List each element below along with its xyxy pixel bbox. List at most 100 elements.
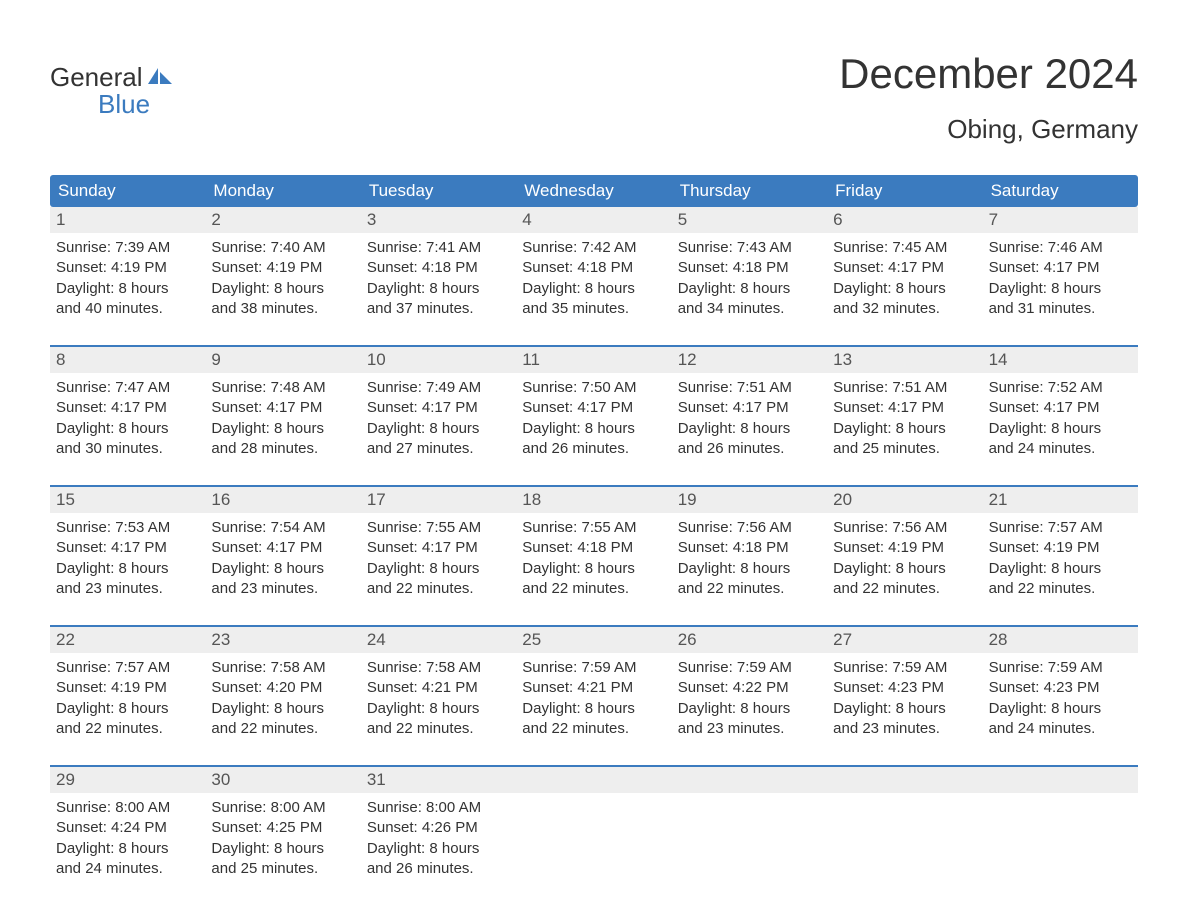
daylight-line2: and 22 minutes.	[522, 579, 665, 599]
day-number: 23	[205, 627, 360, 653]
sunset-line: Sunset: 4:17 PM	[367, 538, 510, 558]
day-cell: 26Sunrise: 7:59 AMSunset: 4:22 PMDayligh…	[672, 627, 827, 743]
day-number: 4	[516, 207, 671, 233]
day-cell: 27Sunrise: 7:59 AMSunset: 4:23 PMDayligh…	[827, 627, 982, 743]
day-cell: 4Sunrise: 7:42 AMSunset: 4:18 PMDaylight…	[516, 207, 671, 323]
week-row: 8Sunrise: 7:47 AMSunset: 4:17 PMDaylight…	[50, 345, 1138, 463]
day-number: 26	[672, 627, 827, 653]
sunset-line: Sunset: 4:17 PM	[833, 398, 976, 418]
day-info: Sunrise: 7:43 AMSunset: 4:18 PMDaylight:…	[672, 233, 827, 319]
day-cell: 9Sunrise: 7:48 AMSunset: 4:17 PMDaylight…	[205, 347, 360, 463]
day-number: 30	[205, 767, 360, 793]
sunset-line: Sunset: 4:17 PM	[367, 398, 510, 418]
day-info: Sunrise: 7:39 AMSunset: 4:19 PMDaylight:…	[50, 233, 205, 319]
daylight-line2: and 24 minutes.	[989, 719, 1132, 739]
week-row: 1Sunrise: 7:39 AMSunset: 4:19 PMDaylight…	[50, 207, 1138, 323]
day-number: 20	[827, 487, 982, 513]
day-cell: 2Sunrise: 7:40 AMSunset: 4:19 PMDaylight…	[205, 207, 360, 323]
daylight-line1: Daylight: 8 hours	[367, 699, 510, 719]
day-number: 10	[361, 347, 516, 373]
day-info: Sunrise: 7:45 AMSunset: 4:17 PMDaylight:…	[827, 233, 982, 319]
daylight-line1: Daylight: 8 hours	[989, 279, 1132, 299]
day-info: Sunrise: 7:47 AMSunset: 4:17 PMDaylight:…	[50, 373, 205, 459]
sunrise-line: Sunrise: 7:46 AM	[989, 238, 1132, 258]
day-cell	[827, 767, 982, 883]
sunrise-line: Sunrise: 7:39 AM	[56, 238, 199, 258]
day-number: 1	[50, 207, 205, 233]
sunrise-line: Sunrise: 7:42 AM	[522, 238, 665, 258]
day-number: 15	[50, 487, 205, 513]
day-number: 28	[983, 627, 1138, 653]
day-number: 3	[361, 207, 516, 233]
day-cell: 7Sunrise: 7:46 AMSunset: 4:17 PMDaylight…	[983, 207, 1138, 323]
sunrise-line: Sunrise: 8:00 AM	[211, 798, 354, 818]
day-cell: 10Sunrise: 7:49 AMSunset: 4:17 PMDayligh…	[361, 347, 516, 463]
day-info: Sunrise: 7:59 AMSunset: 4:22 PMDaylight:…	[672, 653, 827, 739]
daylight-line1: Daylight: 8 hours	[56, 699, 199, 719]
day-number: 21	[983, 487, 1138, 513]
daylight-line1: Daylight: 8 hours	[833, 279, 976, 299]
daylight-line2: and 24 minutes.	[989, 439, 1132, 459]
daylight-line1: Daylight: 8 hours	[211, 839, 354, 859]
daylight-line2: and 23 minutes.	[678, 719, 821, 739]
sunrise-line: Sunrise: 7:47 AM	[56, 378, 199, 398]
day-header-sun: Sunday	[50, 175, 205, 207]
day-number: 25	[516, 627, 671, 653]
daylight-line2: and 22 minutes.	[678, 579, 821, 599]
week-row: 22Sunrise: 7:57 AMSunset: 4:19 PMDayligh…	[50, 625, 1138, 743]
sunrise-line: Sunrise: 7:59 AM	[522, 658, 665, 678]
day-header-sat: Saturday	[983, 175, 1138, 207]
daylight-line1: Daylight: 8 hours	[211, 699, 354, 719]
day-cell: 17Sunrise: 7:55 AMSunset: 4:17 PMDayligh…	[361, 487, 516, 603]
day-number: 8	[50, 347, 205, 373]
sunset-line: Sunset: 4:17 PM	[56, 398, 199, 418]
daylight-line1: Daylight: 8 hours	[833, 419, 976, 439]
sunset-line: Sunset: 4:18 PM	[678, 538, 821, 558]
logo: General Blue	[50, 50, 174, 120]
day-header-mon: Monday	[205, 175, 360, 207]
daylight-line2: and 23 minutes.	[211, 579, 354, 599]
day-cell: 12Sunrise: 7:51 AMSunset: 4:17 PMDayligh…	[672, 347, 827, 463]
day-info: Sunrise: 8:00 AMSunset: 4:26 PMDaylight:…	[361, 793, 516, 879]
sunrise-line: Sunrise: 8:00 AM	[367, 798, 510, 818]
day-info: Sunrise: 8:00 AMSunset: 4:25 PMDaylight:…	[205, 793, 360, 879]
sunrise-line: Sunrise: 7:45 AM	[833, 238, 976, 258]
day-cell	[672, 767, 827, 883]
sunrise-line: Sunrise: 7:51 AM	[678, 378, 821, 398]
daylight-line1: Daylight: 8 hours	[367, 559, 510, 579]
day-info: Sunrise: 7:42 AMSunset: 4:18 PMDaylight:…	[516, 233, 671, 319]
day-number: 7	[983, 207, 1138, 233]
day-headers: Sunday Monday Tuesday Wednesday Thursday…	[50, 175, 1138, 207]
daylight-line1: Daylight: 8 hours	[367, 419, 510, 439]
daylight-line1: Daylight: 8 hours	[56, 559, 199, 579]
day-number: 2	[205, 207, 360, 233]
calendar: Sunday Monday Tuesday Wednesday Thursday…	[50, 175, 1138, 883]
day-cell: 5Sunrise: 7:43 AMSunset: 4:18 PMDaylight…	[672, 207, 827, 323]
day-cell: 20Sunrise: 7:56 AMSunset: 4:19 PMDayligh…	[827, 487, 982, 603]
day-info: Sunrise: 7:54 AMSunset: 4:17 PMDaylight:…	[205, 513, 360, 599]
sunset-line: Sunset: 4:21 PM	[522, 678, 665, 698]
sunrise-line: Sunrise: 7:54 AM	[211, 518, 354, 538]
daylight-line1: Daylight: 8 hours	[678, 279, 821, 299]
day-number: 17	[361, 487, 516, 513]
daylight-line2: and 34 minutes.	[678, 299, 821, 319]
day-info: Sunrise: 7:57 AMSunset: 4:19 PMDaylight:…	[983, 513, 1138, 599]
sunset-line: Sunset: 4:20 PM	[211, 678, 354, 698]
day-cell: 3Sunrise: 7:41 AMSunset: 4:18 PMDaylight…	[361, 207, 516, 323]
day-info: Sunrise: 7:59 AMSunset: 4:23 PMDaylight:…	[827, 653, 982, 739]
day-info: Sunrise: 7:59 AMSunset: 4:23 PMDaylight:…	[983, 653, 1138, 739]
sunset-line: Sunset: 4:23 PM	[833, 678, 976, 698]
daylight-line1: Daylight: 8 hours	[989, 699, 1132, 719]
day-cell: 13Sunrise: 7:51 AMSunset: 4:17 PMDayligh…	[827, 347, 982, 463]
daylight-line2: and 25 minutes.	[211, 859, 354, 879]
day-info: Sunrise: 7:40 AMSunset: 4:19 PMDaylight:…	[205, 233, 360, 319]
day-number: 27	[827, 627, 982, 653]
daylight-line2: and 23 minutes.	[56, 579, 199, 599]
day-number-empty	[983, 767, 1138, 793]
sunrise-line: Sunrise: 7:57 AM	[56, 658, 199, 678]
sunset-line: Sunset: 4:17 PM	[833, 258, 976, 278]
day-info: Sunrise: 7:55 AMSunset: 4:18 PMDaylight:…	[516, 513, 671, 599]
sunset-line: Sunset: 4:17 PM	[989, 398, 1132, 418]
day-header-thu: Thursday	[672, 175, 827, 207]
day-number: 16	[205, 487, 360, 513]
